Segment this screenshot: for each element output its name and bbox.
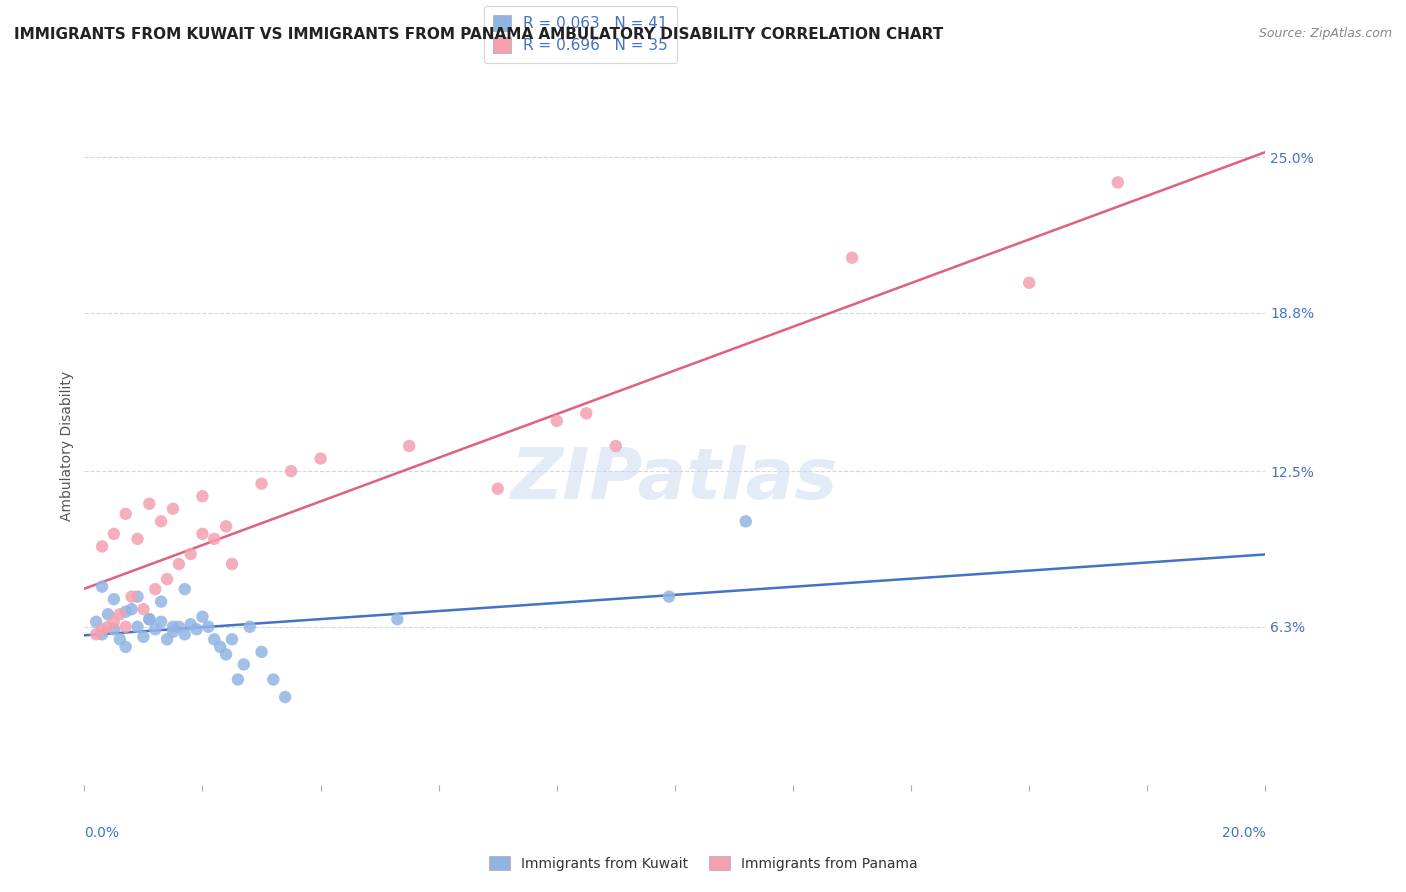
Point — [97, 607, 120, 622]
Point — [605, 439, 627, 453]
Point — [108, 607, 131, 622]
Point — [1018, 276, 1040, 290]
Point — [232, 657, 254, 672]
Y-axis label: Ambulatory Disability: Ambulatory Disability — [60, 371, 75, 521]
Point — [127, 532, 149, 546]
Point — [84, 627, 107, 641]
Point — [215, 519, 238, 533]
Point — [156, 572, 179, 586]
Point — [215, 648, 238, 662]
Point — [150, 615, 173, 629]
Point — [398, 439, 420, 453]
Point — [108, 632, 131, 647]
Point — [162, 620, 184, 634]
Point — [226, 673, 249, 687]
Point — [162, 624, 184, 639]
Point — [309, 451, 332, 466]
Point — [150, 514, 173, 528]
Point — [180, 617, 202, 632]
Point — [191, 609, 214, 624]
Point — [114, 605, 136, 619]
Point — [91, 540, 114, 554]
Point — [387, 612, 409, 626]
Text: 0.0%: 0.0% — [84, 826, 120, 839]
Point — [127, 590, 149, 604]
Point — [202, 532, 225, 546]
Point — [180, 547, 202, 561]
Point — [91, 622, 114, 636]
Text: 20.0%: 20.0% — [1222, 826, 1265, 839]
Point — [121, 602, 143, 616]
Point — [209, 640, 232, 654]
Point — [97, 620, 120, 634]
Point — [221, 632, 243, 647]
Text: Source: ZipAtlas.com: Source: ZipAtlas.com — [1258, 27, 1392, 40]
Point — [546, 414, 568, 428]
Legend: R = 0.063   N = 41, R = 0.696   N = 35: R = 0.063 N = 41, R = 0.696 N = 35 — [484, 6, 678, 62]
Point — [132, 602, 155, 616]
Point — [156, 632, 179, 647]
Point — [167, 557, 190, 571]
Point — [250, 645, 273, 659]
Point — [143, 622, 166, 636]
Point — [103, 622, 125, 636]
Point — [221, 557, 243, 571]
Point — [132, 630, 155, 644]
Point — [197, 620, 219, 634]
Point — [143, 582, 166, 596]
Point — [250, 476, 273, 491]
Point — [173, 582, 195, 596]
Point — [202, 632, 225, 647]
Text: IMMIGRANTS FROM KUWAIT VS IMMIGRANTS FROM PANAMA AMBULATORY DISABILITY CORRELATI: IMMIGRANTS FROM KUWAIT VS IMMIGRANTS FRO… — [14, 27, 943, 42]
Point — [191, 527, 214, 541]
Point — [114, 507, 136, 521]
Point — [173, 627, 195, 641]
Point — [191, 489, 214, 503]
Point — [486, 482, 509, 496]
Point — [274, 690, 297, 704]
Point — [734, 514, 756, 528]
Point — [121, 590, 143, 604]
Point — [138, 497, 160, 511]
Point — [91, 627, 114, 641]
Point — [575, 406, 598, 420]
Point — [114, 620, 136, 634]
Point — [84, 615, 107, 629]
Point — [186, 622, 208, 636]
Point — [239, 620, 262, 634]
Point — [138, 612, 160, 626]
Point — [262, 673, 284, 687]
Point — [167, 620, 190, 634]
Point — [91, 580, 114, 594]
Point — [127, 620, 149, 634]
Point — [103, 592, 125, 607]
Point — [150, 595, 173, 609]
Point — [114, 640, 136, 654]
Point — [280, 464, 302, 478]
Point — [162, 501, 184, 516]
Legend: Immigrants from Kuwait, Immigrants from Panama: Immigrants from Kuwait, Immigrants from … — [484, 850, 922, 876]
Text: ZIPatlas: ZIPatlas — [512, 445, 838, 515]
Point — [658, 590, 681, 604]
Point — [841, 251, 863, 265]
Point — [1107, 175, 1129, 189]
Point — [138, 612, 160, 626]
Point — [103, 615, 125, 629]
Point — [103, 527, 125, 541]
